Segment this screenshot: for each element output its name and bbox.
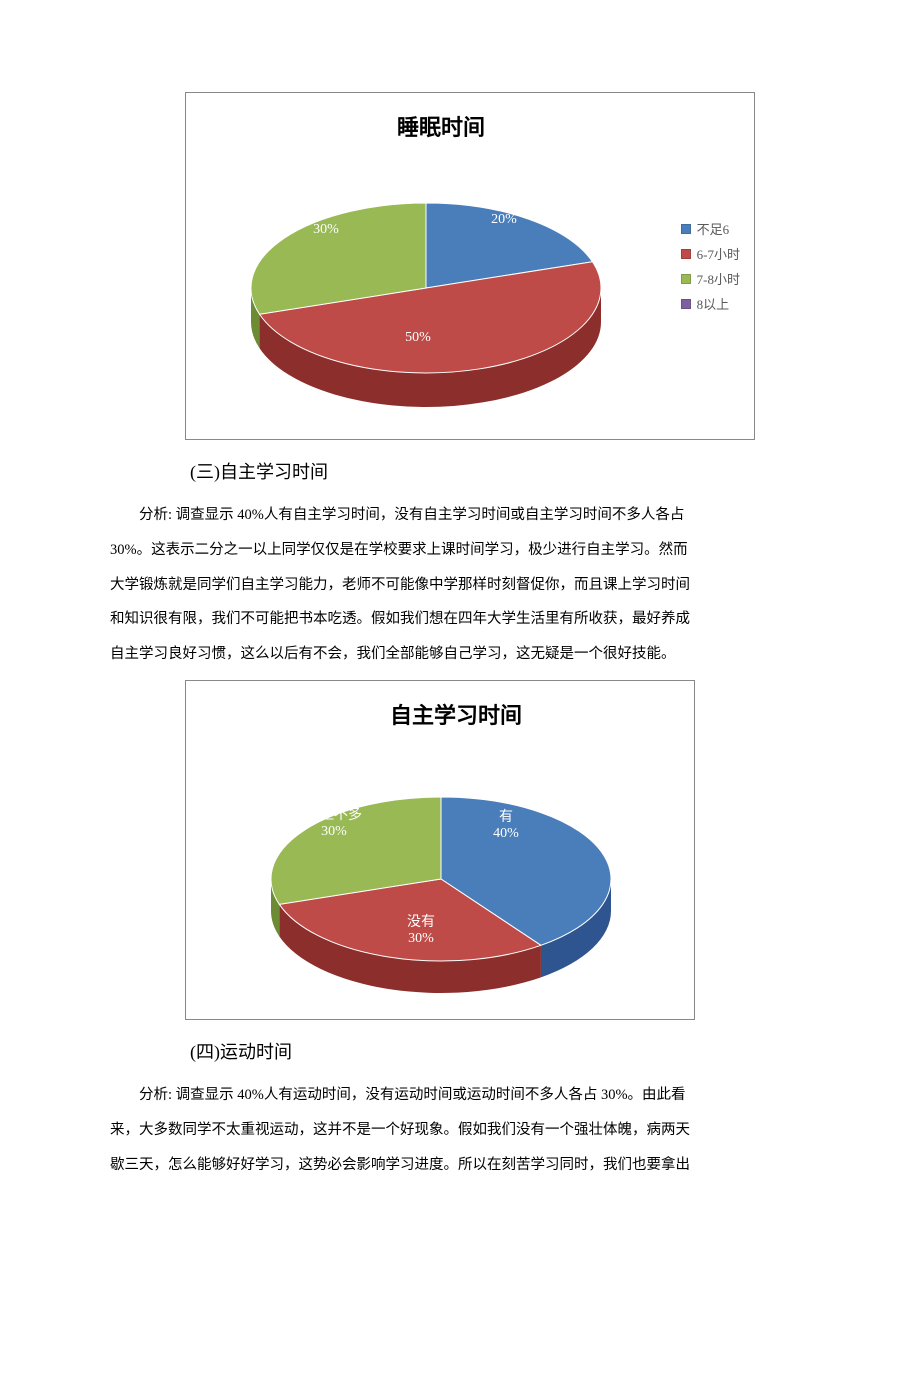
legend-swatch	[681, 249, 691, 259]
para-line: 来，大多数同学不太重视运动，这并不是一个好现象。假如我们没有一个强壮体魄，病两天	[110, 1113, 810, 1148]
legend-label: 不足6	[697, 219, 730, 238]
para-line: 30%。这表示二分之一以上同学仅仅是在学校要求上课时间学习，极少进行自主学习。然…	[110, 533, 810, 568]
para-exercise: 分析: 调查显示 40%人有运动时间，没有运动时间或运动时间不多人各占 30%。…	[110, 1078, 810, 1182]
chart-title: 睡眠时间	[397, 115, 485, 140]
legend-label: 7-8小时	[697, 269, 740, 288]
legend-swatch	[681, 224, 691, 234]
slice-label-name: 没有	[407, 914, 435, 930]
para-line: 和知识很有限，我们不可能把书本吃透。假如我们想在四年大学生活里有所收获，最好养成	[110, 602, 810, 637]
para-line: 分析: 调查显示 40%人有运动时间，没有运动时间或运动时间不多人各占 30%。…	[110, 1078, 810, 1113]
heading-exercise: (四)运动时间	[190, 1038, 810, 1064]
legend-label: 8以上	[697, 294, 730, 313]
slice-label-name: 有	[499, 809, 513, 825]
para-line: 大学锻炼就是同学们自主学习能力，老师不可能像中学那样时刻督促你，而且课上学习时间	[110, 568, 810, 603]
legend-swatch	[681, 274, 691, 284]
slice-label-pct: 50%	[405, 330, 431, 345]
sleep-time-chart: 睡眠时间 20% 50% 30% 不足6 6-7小时 7-8小时 8以上	[185, 92, 755, 440]
legend-label: 6-7小时	[697, 244, 740, 263]
page-content: 睡眠时间 20% 50% 30% 不足6 6-7小时 7-8小时 8以上 (三)自主学习时间…	[0, 92, 920, 1182]
legend-item: 6-7小时	[681, 244, 740, 263]
legend-swatch	[681, 299, 691, 309]
heading-self-study: (三)自主学习时间	[190, 458, 810, 484]
legend-item: 不足6	[681, 219, 740, 238]
slice-label-pct: 20%	[491, 212, 517, 227]
sleep-time-pie-svg: 睡眠时间 20% 50% 30%	[186, 93, 756, 441]
para-line: 自主学习良好习惯，这么以后有不会，我们全部能够自己学习，这无疑是一个很好技能。	[110, 637, 810, 672]
para-self-study: 分析: 调查显示 40%人有自主学习时间，没有自主学习时间或自主学习时间不多人各…	[110, 498, 810, 672]
sleep-time-legend: 不足6 6-7小时 7-8小时 8以上	[681, 213, 740, 319]
legend-item: 7-8小时	[681, 269, 740, 288]
self-study-pie-svg: 自主学习时间有40%没有30%有但不多30%	[186, 681, 696, 1021]
slice-label-pct: 30%	[313, 222, 339, 237]
self-study-chart: 自主学习时间有40%没有30%有但不多30%	[185, 680, 695, 1020]
para-line: 分析: 调查显示 40%人有自主学习时间，没有自主学习时间或自主学习时间不多人各…	[110, 498, 810, 533]
slice-label-pct: 40%	[493, 826, 519, 841]
slice-label-pct: 30%	[321, 824, 347, 839]
slice-label-name: 有但不多	[306, 806, 362, 823]
chart-title: 自主学习时间	[390, 703, 522, 728]
slice-label-pct: 30%	[408, 931, 434, 946]
para-line: 歇三天，怎么能够好好学习，这势必会影响学习进度。所以在刻苦学习同时，我们也要拿出	[110, 1148, 810, 1183]
legend-item: 8以上	[681, 294, 740, 313]
